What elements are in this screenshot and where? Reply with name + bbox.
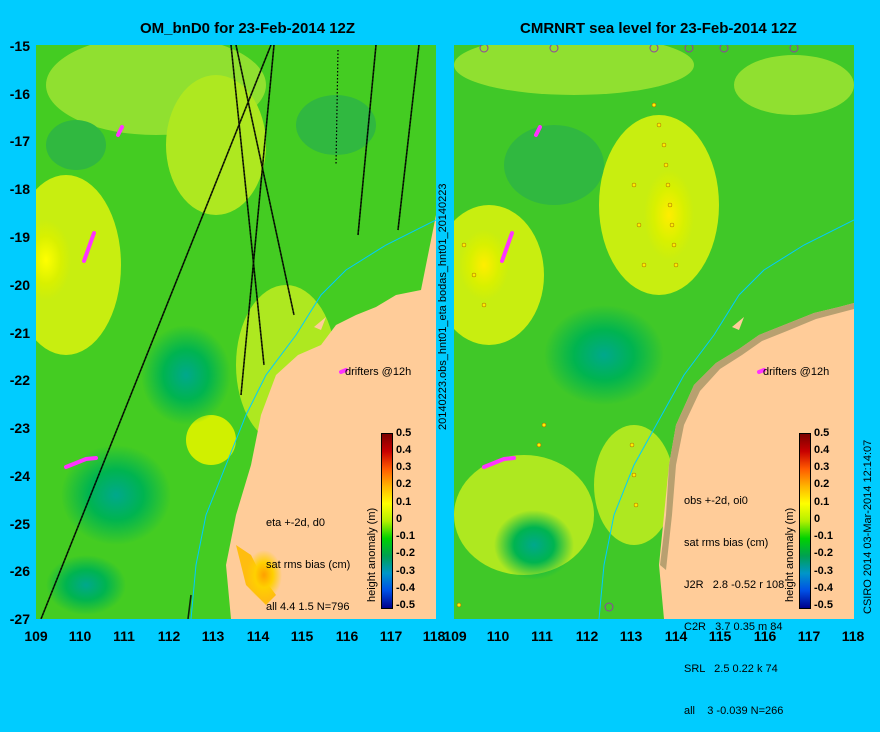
colorbar-scale — [799, 433, 811, 609]
left-legend: eta +-2d, d0 sat rms bias (cm) all 4.4 1… — [266, 488, 350, 628]
right-legend-row: all 3 -0.039 N=266 — [684, 705, 784, 717]
x-tick: 113 — [619, 628, 643, 644]
x-tick: 116 — [335, 628, 359, 644]
colorbar-label: height anomaly (m) — [366, 507, 378, 602]
x-tick: 115 — [708, 628, 732, 644]
right-map-title: CMRNRT sea level for 23-Feb-2014 12Z — [520, 20, 797, 37]
y-tick: -15 — [9, 38, 30, 54]
x-tick: 110 — [486, 628, 510, 644]
x-tick: 115 — [290, 628, 314, 644]
y-tick: -24 — [9, 468, 30, 484]
left-legend-line: sat rms bias (cm) — [266, 559, 351, 571]
right-legend: obs +-2d, oi0 sat rms bias (cm) J2R 2.8 … — [684, 466, 784, 732]
colorbar-tick: 0.5 — [396, 427, 412, 439]
colorbar-tick: -0.1 — [814, 530, 833, 542]
x-tick: 118 — [422, 628, 446, 644]
colorbar-scale — [381, 433, 393, 609]
colorbar-tick: -0.5 — [814, 599, 833, 611]
left-legend-line: eta +-2d, d0 — [266, 517, 326, 529]
right-legend-line: obs +-2d, oi0 — [684, 495, 748, 507]
colorbar-tick: 0 — [396, 513, 403, 525]
x-tick: 109 — [24, 628, 48, 644]
drifters-label-left: drifters @12h — [345, 366, 412, 378]
colorbar-tick: 0 — [814, 513, 821, 525]
colorbar-tick: -0.1 — [396, 530, 415, 542]
x-tick: 110 — [68, 628, 92, 644]
colorbar-tick: -0.2 — [814, 547, 833, 559]
right-legend-line: sat rms bias (cm) — [684, 537, 769, 549]
y-tick: -26 — [9, 563, 30, 579]
x-tick: 111 — [113, 628, 135, 644]
y-tick: -19 — [9, 229, 30, 245]
left-legend-line: all 4.4 1.5 N=796 — [266, 601, 350, 613]
colorbar-tick: -0.2 — [396, 547, 415, 559]
colorbar-tick: 0.2 — [814, 478, 830, 490]
left-map-svg — [36, 45, 436, 619]
left-map-panel — [36, 45, 436, 619]
colorbar-tick: -0.3 — [396, 565, 415, 577]
colorbar-tick: 0.1 — [396, 496, 412, 508]
colorbar-tick: 0.2 — [396, 478, 412, 490]
x-tick: 111 — [531, 628, 553, 644]
y-tick: -27 — [9, 611, 30, 627]
right-legend-row: C2R 3.7 0.35 m 84 — [684, 621, 783, 633]
x-tick: 109 — [443, 628, 467, 644]
x-tick: 114 — [246, 628, 270, 644]
y-tick: -16 — [9, 86, 30, 102]
right-map-panel — [454, 45, 854, 619]
right-legend-row: J2R 2.8 -0.52 r 108 — [684, 579, 785, 591]
colorbar-tick: 0.3 — [814, 461, 830, 473]
x-tick: 113 — [201, 628, 225, 644]
y-tick: -18 — [9, 181, 30, 197]
copyright-label: CSIRO 2014 03-Mar-2014 12:14:07 — [862, 439, 874, 614]
y-tick: -25 — [9, 516, 30, 532]
y-tick: -21 — [9, 325, 30, 341]
left-map-title: OM_bnD0 for 23-Feb-2014 12Z — [140, 20, 356, 37]
colorbar-tick: -0.4 — [396, 582, 415, 594]
x-tick: 117 — [379, 628, 403, 644]
right-map-svg — [454, 45, 854, 619]
colorbar-tick: 0.4 — [814, 444, 830, 456]
center-file-label: 20140223.obs_hnt01_eta bodas_hnt01_20140… — [437, 183, 449, 430]
colorbar-tick: 0.1 — [814, 496, 830, 508]
colorbar-tick: 0.5 — [814, 427, 830, 439]
colorbar-tick: -0.3 — [814, 565, 833, 577]
colorbar-tick: -0.4 — [814, 582, 833, 594]
x-tick: 117 — [797, 628, 821, 644]
colorbar-tick: 0.3 — [396, 461, 412, 473]
x-tick: 112 — [157, 628, 181, 644]
x-tick: 116 — [753, 628, 777, 644]
y-tick: -17 — [9, 133, 30, 149]
drifters-label-right: drifters @12h — [763, 366, 830, 378]
colorbar-tick: 0.4 — [396, 444, 412, 456]
right-legend-row: SRL 2.5 0.22 k 74 — [684, 663, 778, 675]
x-tick: 118 — [841, 628, 865, 644]
colorbar-label: height anomaly (m) — [784, 507, 796, 602]
colorbar-tick: -0.5 — [396, 599, 415, 611]
y-tick: -23 — [9, 420, 30, 436]
x-tick: 112 — [575, 628, 599, 644]
x-tick: 114 — [664, 628, 688, 644]
y-tick: -20 — [9, 277, 30, 293]
y-tick: -22 — [9, 372, 30, 388]
